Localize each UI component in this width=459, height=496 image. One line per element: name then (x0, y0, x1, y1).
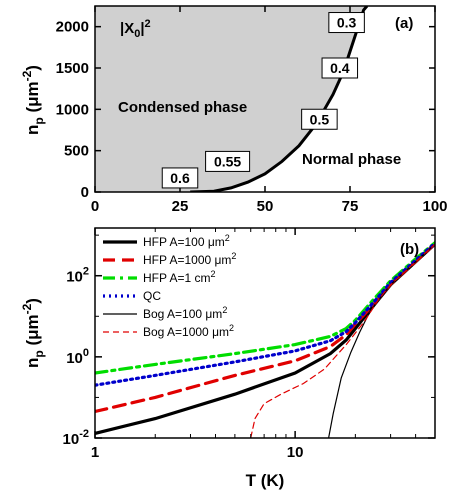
panel-b-ticks: 1 10 10-2 100 102 (63, 228, 436, 461)
x-tick-label: 50 (257, 198, 274, 215)
contour-label-box (205, 150, 251, 172)
contour-label: 0.5 (310, 111, 330, 127)
contour-label-box (301, 108, 338, 130)
contour-label-box (328, 12, 365, 34)
normal-phase-label: Normal phase (302, 151, 401, 168)
contour-labels: 0.6 0.55 0.5 0.4 0.3 (161, 12, 365, 189)
series-line-5 (250, 243, 435, 438)
contour-label-box (161, 167, 199, 189)
phase-boundary-line (190, 6, 369, 192)
condensed-phase-label: Condensed phase (118, 99, 247, 116)
legend-label-0: HFP A=100 μm2 (143, 233, 230, 249)
x-tick-label: 100 (422, 198, 447, 215)
y-tick-label: 0 (81, 184, 89, 201)
panel-b-series (95, 241, 435, 438)
x-tick-label: 75 (342, 198, 359, 215)
panel-b-legend: HFP A=100 μm2 HFP A=1000 μm2 HFP A=1 cm2 QC… (103, 233, 236, 339)
contour-label: 0.55 (214, 153, 241, 169)
legend-label-4: Bog A=100 μm2 (143, 305, 227, 321)
contour-label: 0.4 (330, 60, 350, 76)
y-tick-label: 1500 (56, 60, 89, 77)
legend-label-5: Bog A=1000 μm2 (143, 323, 234, 339)
x-tick-label: 1 (91, 444, 99, 461)
x-tick-label: 10 (287, 444, 304, 461)
x-tick-label: 0 (91, 198, 99, 215)
panel-b-label: (b) (400, 241, 419, 258)
panel-a-y-axis-label: np (μm-2) (20, 65, 46, 135)
legend-label-3: QC (143, 289, 161, 303)
y-tick-label: 1000 (56, 101, 89, 118)
contour-label-box (321, 57, 359, 79)
y-tick-label: 102 (66, 266, 89, 286)
panel-b-y-axis-label: np (μm-2) (20, 298, 46, 368)
y-tick-label: 100 (66, 347, 89, 367)
panel-a-label: (a) (395, 15, 413, 32)
x-tick-label: 25 (172, 198, 189, 215)
legend-label-1: HFP A=1000 μm2 (143, 251, 236, 267)
y-tick-label: 10-2 (63, 428, 89, 448)
series-line-3 (95, 241, 435, 387)
contour-label: 0.3 (337, 15, 357, 31)
panel-b-x-axis-label: T (K) (246, 471, 285, 490)
legend-title-x0: |X0|2 (120, 18, 151, 40)
legend-label-2: HFP A=1 cm2 (143, 269, 216, 285)
panel-b-frame (94, 227, 436, 439)
y-tick-label: 2000 (56, 19, 89, 36)
contour-label: 0.6 (170, 170, 190, 186)
y-tick-label: 500 (64, 143, 89, 160)
